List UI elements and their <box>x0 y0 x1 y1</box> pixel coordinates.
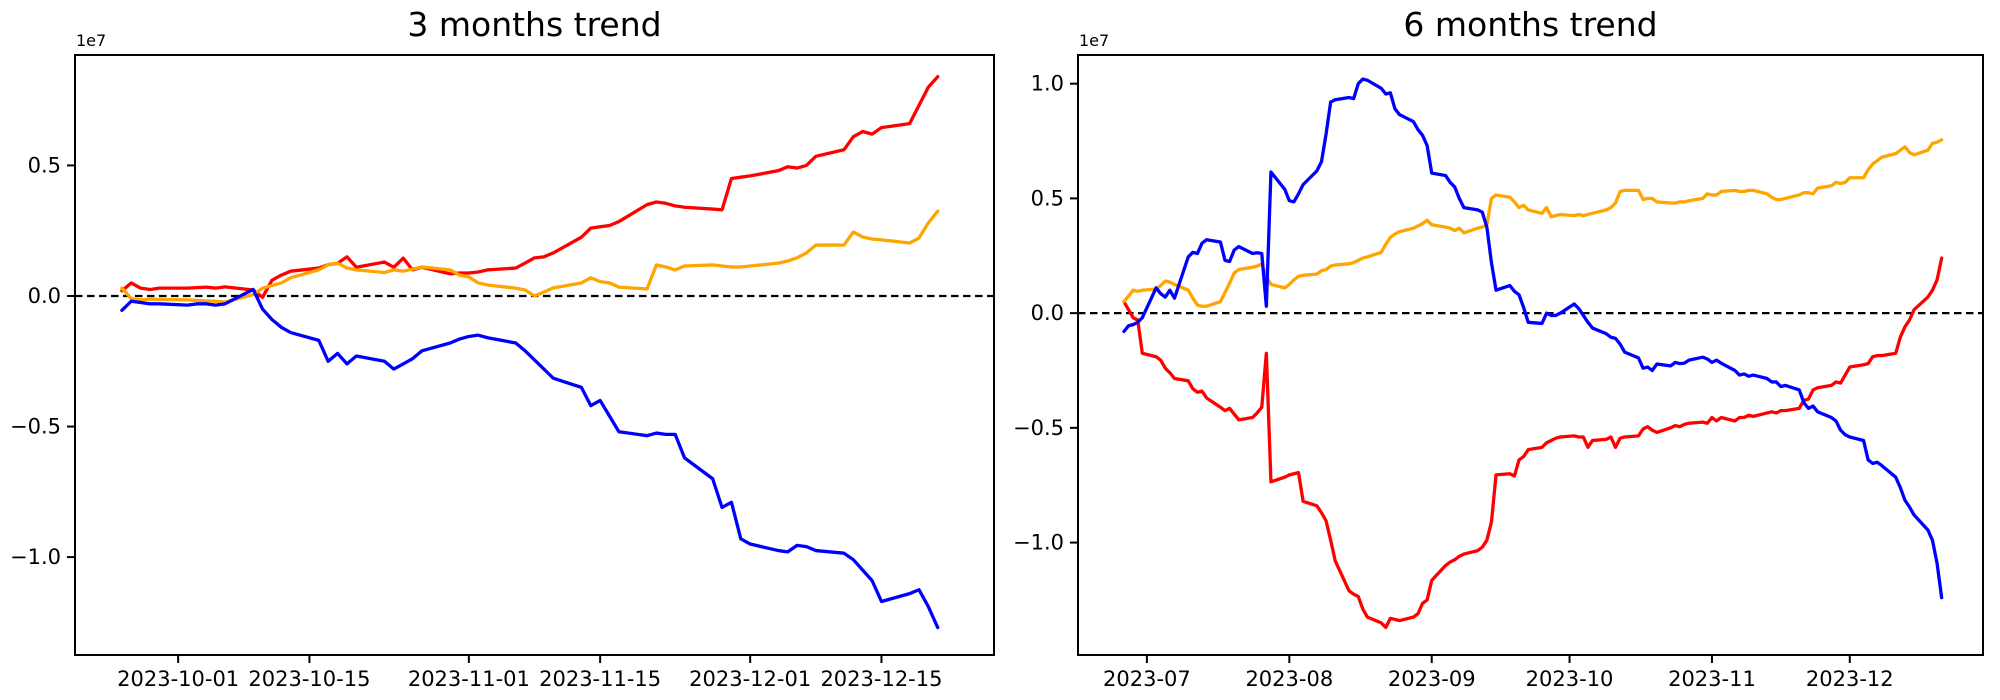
y-tick-label: 0.5 <box>28 153 61 177</box>
x-tick-label: 2023-12-01 <box>689 667 811 691</box>
series-line-red <box>1122 256 1944 630</box>
series-line-blue <box>120 287 940 630</box>
x-tick-label: 2023-12-15 <box>820 667 942 691</box>
x-tick-label: 2023-07 <box>1103 667 1191 691</box>
x-tick-label: 2023-11-01 <box>408 667 530 691</box>
x-tick-label: 2023-09 <box>1388 667 1476 691</box>
x-tick-label: 2023-11 <box>1668 667 1756 691</box>
y-tick-label: −1.0 <box>10 545 61 569</box>
y-tick-label: 1.0 <box>1031 72 1064 96</box>
chart-3-months: 2023-10-01 2023-10-15 2023-11-01 2023-11-15… <box>10 54 995 691</box>
y-tick-label: 0.0 <box>28 284 61 308</box>
x-tick-label: 2023-08 <box>1245 667 1333 691</box>
chart-6-months: 2023-07 2023-08 2023-09 2023-10 2023-11 2023-… <box>1013 54 1984 691</box>
x-tick-label: 2023-10-01 <box>117 667 239 691</box>
chart-title-3-months: 3 months trend <box>407 5 662 44</box>
y-tick-label: −1.0 <box>1013 531 1064 555</box>
y-tick-label: −0.5 <box>1013 416 1064 440</box>
series-line-red <box>120 75 940 299</box>
y-axis-offset-label-right: 1e7 <box>1079 31 1110 50</box>
y-tick-label: 0.5 <box>1031 186 1064 210</box>
series-line-orange <box>1122 138 1944 308</box>
series-line-orange <box>120 209 940 304</box>
x-tick-label: 2023-11-15 <box>539 667 661 691</box>
axes-frame <box>74 54 995 656</box>
chart-title-6-months: 6 months trend <box>1403 5 1658 44</box>
axes-frame <box>1077 54 1984 656</box>
y-axis-offset-label-left: 1e7 <box>76 31 107 50</box>
y-tick-label: −0.5 <box>10 415 61 439</box>
y-tick-label: 0.0 <box>1031 301 1064 325</box>
series-line-blue <box>1122 77 1944 600</box>
x-tick-label: 2023-10-15 <box>248 667 370 691</box>
x-tick-label: 2023-10 <box>1526 667 1614 691</box>
x-tick-label: 2023-12 <box>1806 667 1894 691</box>
